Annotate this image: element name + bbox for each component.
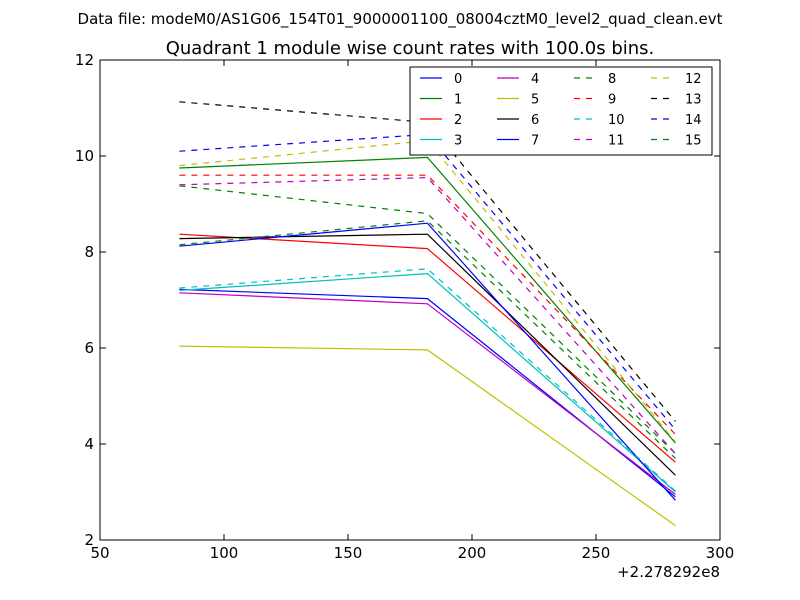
series-line-12: [179, 139, 676, 442]
chart-title: Quadrant 1 module wise count rates with …: [166, 38, 655, 59]
axes-frame: [99, 59, 721, 541]
y-tick-label: 8: [84, 243, 94, 261]
y-tick-label: 12: [75, 51, 94, 69]
legend-label-9: 9: [608, 93, 616, 108]
legend-label-10: 10: [608, 113, 625, 128]
legend-label-7: 7: [531, 134, 539, 149]
x-tick-label: 50: [90, 544, 109, 562]
x-tick-label: 200: [458, 544, 487, 562]
x-offset-label: +2.278292e8: [617, 563, 720, 581]
y-tick-label: 4: [84, 435, 94, 453]
plot-area: [179, 101, 676, 527]
x-tick-label: 150: [334, 544, 363, 562]
x-tick-label: 250: [582, 544, 611, 562]
y-tick-label: 6: [84, 339, 94, 357]
legend-label-4: 4: [531, 72, 539, 87]
x-tick-label: 300: [706, 544, 735, 562]
series-line-11: [179, 176, 676, 455]
series-line-7: [179, 222, 676, 501]
series-line-10: [179, 268, 676, 492]
legend-label-6: 6: [531, 113, 539, 128]
legend-label-5: 5: [531, 93, 539, 108]
legend-box: [409, 66, 713, 156]
legend-label-11: 11: [608, 134, 625, 149]
y-tick-label: 2: [84, 531, 94, 549]
series-line-5: [179, 345, 676, 527]
series-line-1: [179, 156, 676, 444]
legend-label-13: 13: [685, 93, 702, 108]
y-tick-label: 10: [75, 147, 94, 165]
suptitle: Data file: modeM0/AS1G06_154T01_90000011…: [78, 10, 723, 29]
legend-label-14: 14: [685, 113, 702, 128]
legend-label-0: 0: [454, 72, 462, 87]
legend-label-2: 2: [454, 113, 462, 128]
legend-label-15: 15: [685, 134, 702, 149]
series-line-3: [179, 272, 676, 493]
legend-label-8: 8: [608, 72, 616, 87]
series-line-14: [179, 133, 676, 430]
x-tick-label: 100: [210, 544, 239, 562]
series-line-13: [179, 101, 676, 422]
legend-label-3: 3: [454, 134, 462, 149]
series-line-4: [179, 292, 676, 495]
legend-label-1: 1: [454, 93, 462, 108]
series-line-6: [179, 233, 676, 476]
legend-label-12: 12: [685, 72, 702, 87]
